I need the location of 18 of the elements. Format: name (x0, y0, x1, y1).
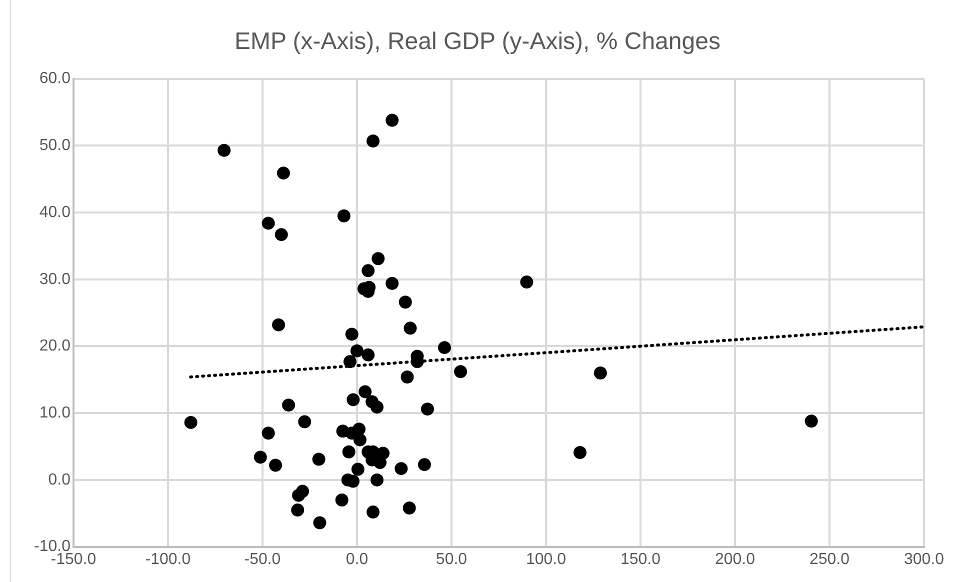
x-tick-label: -50.0 (244, 550, 281, 568)
x-tick-label: 200.0 (714, 550, 756, 568)
y-tick-label: 60.0 (39, 70, 71, 88)
x-tick-label: -100.0 (145, 550, 191, 568)
x-tick-label: 300.0 (904, 550, 944, 568)
x-tick-label: 150.0 (620, 550, 661, 568)
y-tick-label: 0.0 (48, 471, 71, 488)
chart-title: EMP (x-Axis), Real GDP (y-Axis), % Changes (234, 28, 720, 56)
x-tick-label: -150.0 (50, 550, 96, 568)
y-tick-label: 30.0 (39, 270, 71, 288)
y-tick-label: 10.0 (39, 404, 71, 422)
x-tick-label: 250.0 (809, 550, 850, 568)
x-tick-label: 100.0 (526, 550, 566, 568)
x-tick-label: 50.0 (436, 550, 468, 568)
y-tick-label: 40.0 (39, 204, 71, 221)
y-tick-label: 20.0 (39, 338, 71, 355)
x-tick-label: 0.0 (346, 550, 368, 568)
y-tick-label: 50.0 (39, 137, 71, 154)
